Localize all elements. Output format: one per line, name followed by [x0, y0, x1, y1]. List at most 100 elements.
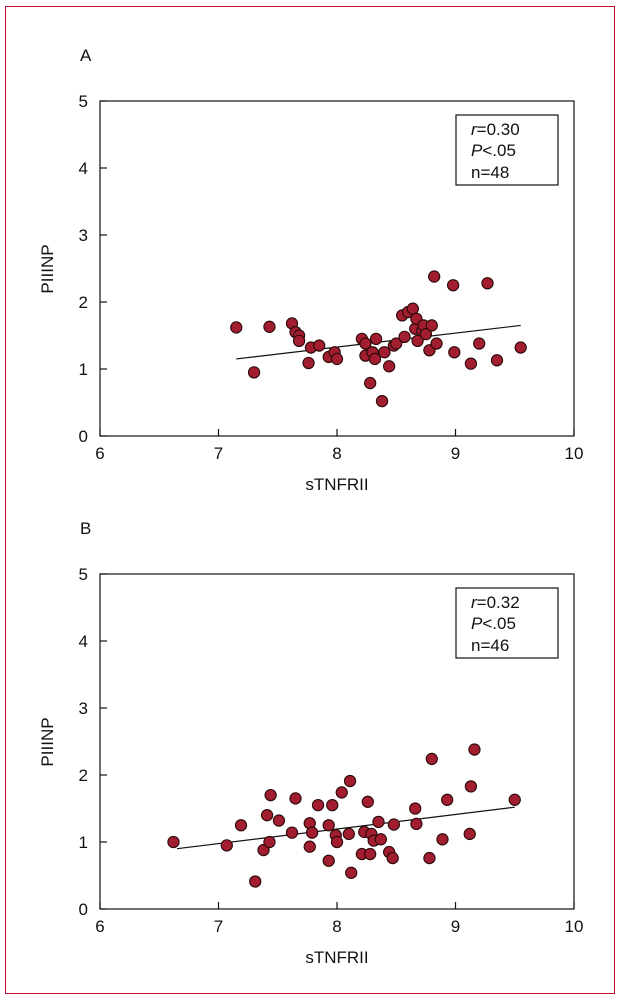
data-point [260, 809, 274, 822]
y-tick-label: 1 [79, 833, 88, 852]
data-point [292, 334, 306, 348]
data-point [247, 366, 261, 379]
data-point [382, 360, 396, 373]
y-tick-label: 5 [79, 565, 88, 584]
data-point [249, 875, 262, 888]
data-point [375, 395, 389, 408]
x-tick-label: 6 [95, 444, 104, 463]
axis-ticks: 6 7 8 9 10 0 1 2 3 4 5 [79, 565, 584, 936]
y-tick-label: 0 [79, 900, 88, 919]
figure-frame [5, 6, 615, 994]
data-point [264, 788, 277, 802]
data-point [167, 835, 180, 849]
x-tick-label: 7 [214, 444, 223, 463]
y-tick-label: 1 [79, 360, 88, 379]
data-point [428, 270, 441, 283]
svg-text:r=0.32: r=0.32 [471, 593, 520, 612]
y-tick-label: 2 [79, 766, 88, 785]
x-tick-label: 10 [565, 917, 584, 936]
data-point [234, 819, 248, 832]
data-point [330, 352, 344, 366]
data-point [345, 866, 358, 879]
data-point [289, 792, 302, 805]
x-axis-label: sTNFRII [305, 948, 368, 967]
y-tick-label: 4 [79, 159, 88, 178]
data-point [372, 815, 385, 829]
y-axis-label: PIIINP [38, 244, 57, 293]
stats-box-frame [455, 114, 559, 186]
data-point [313, 339, 326, 352]
data-point [409, 802, 422, 815]
data-point [481, 277, 494, 290]
data-point [343, 774, 357, 788]
n-value: n=46 [471, 636, 509, 655]
data-point [430, 337, 443, 350]
axis-ticks: 6 7 8 9 10 0 1 2 3 4 5 [79, 92, 584, 463]
data-point [425, 752, 438, 766]
data-point [311, 799, 325, 812]
data-point [305, 826, 319, 839]
data-point [390, 337, 403, 350]
svg-text:r=0.30: r=0.30 [471, 120, 520, 139]
svg-text:P<.05: P<.05 [471, 614, 516, 633]
p-symbol: P [471, 614, 483, 633]
data-point [423, 851, 436, 865]
data-point [464, 780, 478, 793]
data-point [364, 847, 377, 861]
data-point [220, 839, 233, 852]
y-tick-label: 3 [79, 699, 88, 718]
y-tick-label: 2 [79, 293, 88, 312]
data-point [398, 330, 411, 343]
data-point [436, 833, 449, 846]
x-tick-label: 9 [451, 917, 460, 936]
data-point [302, 356, 315, 370]
scatter-panel-b: B 6 7 8 9 10 0 1 2 3 4 5 r=0.32 P<.05 n=46 sTNFRII… [38, 519, 583, 967]
data-point [490, 354, 504, 367]
stats-box: r=0.32 P<.05 n=46 [455, 587, 559, 659]
data-point [514, 341, 527, 354]
data-point [230, 321, 243, 334]
y-axis-label: PIIINP [38, 717, 57, 766]
data-point [342, 827, 355, 841]
data-point [446, 279, 460, 292]
data-point [326, 799, 339, 812]
figure-frame-top [5, 6, 615, 7]
data-point [448, 346, 461, 359]
x-tick-label: 7 [214, 917, 223, 936]
data-point [419, 328, 433, 341]
data-point [508, 793, 521, 806]
data-points [230, 270, 527, 408]
n-value: n=48 [471, 163, 509, 182]
data-point [441, 793, 454, 806]
data-point [285, 826, 299, 839]
data-point [411, 334, 424, 348]
data-point [369, 332, 383, 345]
data-point [322, 819, 335, 832]
data-point [303, 840, 316, 853]
regression-line [176, 806, 515, 850]
r-value: =0.32 [477, 593, 520, 612]
svg-text:P<.05: P<.05 [471, 141, 516, 160]
r-symbol: r [471, 120, 478, 139]
x-tick-label: 6 [95, 917, 104, 936]
x-tick-label: 10 [565, 444, 584, 463]
data-point [387, 818, 401, 831]
p-value: <.05 [482, 141, 516, 160]
p-symbol: P [471, 141, 483, 160]
data-point [364, 376, 377, 390]
x-tick-label: 8 [332, 444, 341, 463]
data-point [263, 320, 276, 333]
data-point [463, 827, 476, 841]
data-point [272, 814, 286, 827]
data-point [473, 337, 486, 350]
scatter-panel-a: A 6 7 8 9 10 0 1 2 3 4 5 r=0.30 P<.05 n=48 sTNFRII… [38, 46, 583, 494]
data-point [359, 337, 372, 350]
x-axis-label: sTNFRII [305, 475, 368, 494]
panel-label: B [80, 519, 91, 538]
data-point [464, 357, 478, 370]
y-tick-label: 0 [79, 427, 88, 446]
data-point [410, 817, 423, 831]
p-value: <.05 [482, 614, 516, 633]
data-point [330, 835, 344, 849]
